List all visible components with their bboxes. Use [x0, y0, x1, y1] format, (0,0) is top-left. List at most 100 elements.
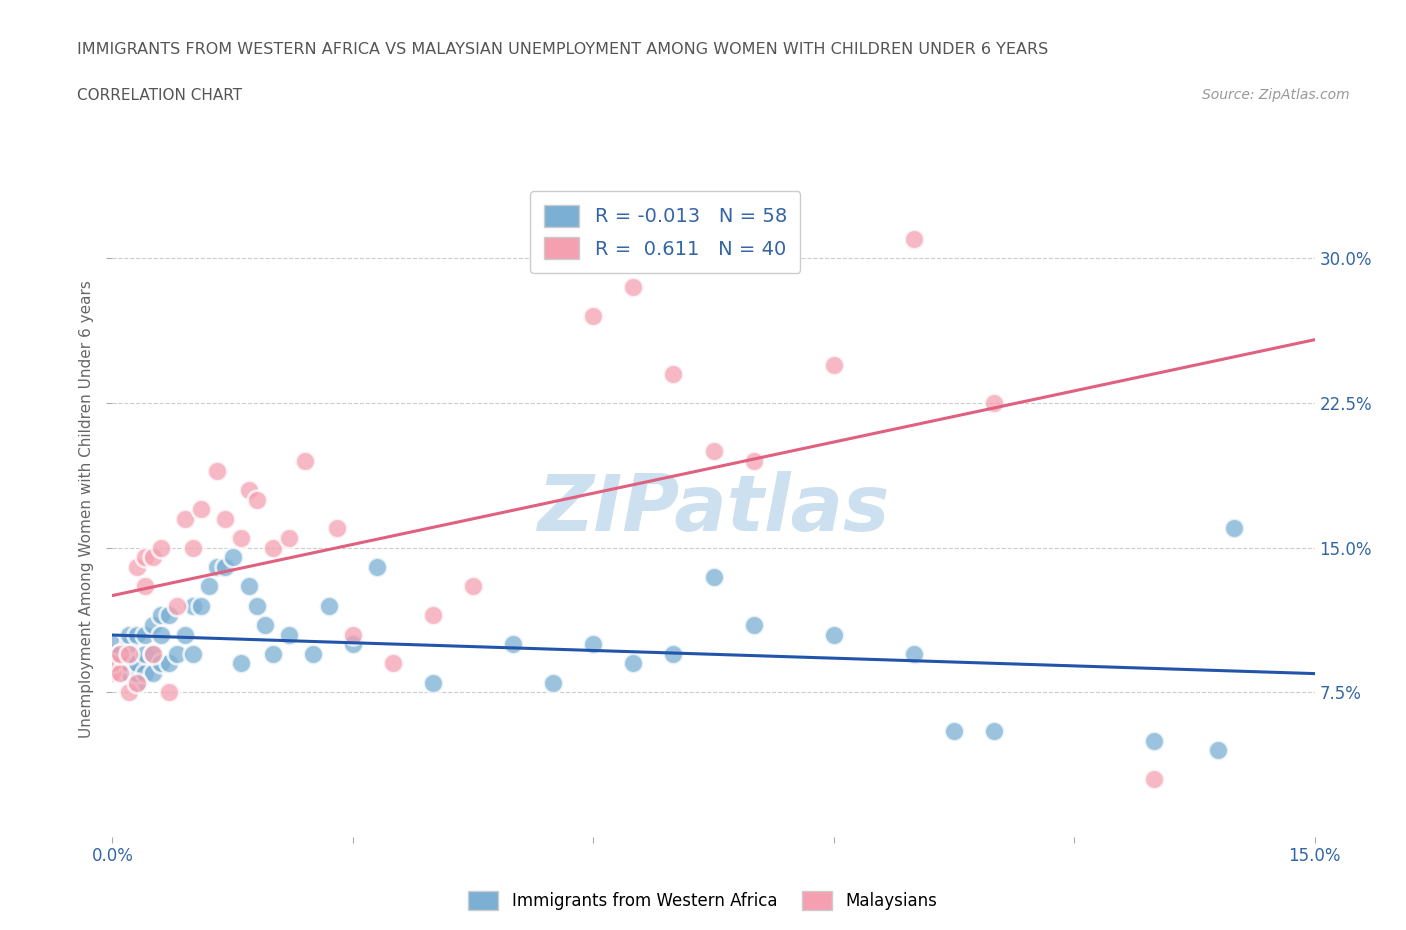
Point: [214, 512, 236, 526]
Text: ZIPatlas: ZIPatlas: [537, 472, 890, 547]
Point: [117, 646, 139, 661]
Point: [181, 598, 204, 613]
Point: [110, 646, 132, 661]
Point: [262, 540, 284, 555]
Point: [141, 550, 163, 565]
Legend: R = -0.013   N = 58, R =  0.611   N = 40: R = -0.013 N = 58, R = 0.611 N = 40: [530, 191, 800, 272]
Point: [903, 646, 925, 661]
Point: [621, 280, 644, 295]
Point: [326, 521, 349, 536]
Point: [141, 666, 163, 681]
Point: [101, 656, 124, 671]
Point: [502, 637, 524, 652]
Point: [823, 357, 845, 372]
Point: [229, 531, 252, 546]
Point: [983, 395, 1005, 410]
Point: [117, 684, 139, 699]
Point: [110, 646, 132, 661]
Point: [294, 454, 316, 469]
Point: [181, 540, 204, 555]
Point: [742, 618, 765, 632]
Point: [134, 666, 156, 681]
Legend: Immigrants from Western Africa, Malaysians: Immigrants from Western Africa, Malaysia…: [461, 884, 945, 917]
Point: [942, 724, 965, 738]
Y-axis label: Unemployment Among Women with Children Under 6 years: Unemployment Among Women with Children U…: [79, 280, 94, 738]
Point: [134, 550, 156, 565]
Point: [190, 598, 212, 613]
Point: [382, 656, 405, 671]
Point: [125, 675, 148, 690]
Point: [262, 646, 284, 661]
Point: [366, 560, 388, 575]
Point: [125, 656, 148, 671]
Point: [621, 656, 644, 671]
Point: [141, 646, 163, 661]
Point: [277, 627, 299, 642]
Point: [205, 463, 228, 478]
Point: [110, 656, 132, 671]
Point: [125, 627, 148, 642]
Point: [246, 598, 269, 613]
Point: [238, 483, 260, 498]
Point: [141, 646, 163, 661]
Point: [125, 675, 148, 690]
Point: [318, 598, 340, 613]
Point: [157, 684, 180, 699]
Point: [117, 656, 139, 671]
Point: [157, 656, 180, 671]
Point: [197, 578, 219, 593]
Point: [582, 309, 605, 324]
Point: [166, 598, 188, 613]
Point: [342, 637, 364, 652]
Point: [582, 637, 605, 652]
Point: [702, 569, 725, 584]
Point: [662, 366, 685, 381]
Point: [149, 627, 172, 642]
Point: [229, 656, 252, 671]
Point: [1143, 733, 1166, 748]
Point: [253, 618, 276, 632]
Point: [149, 608, 172, 623]
Point: [983, 724, 1005, 738]
Point: [110, 666, 132, 681]
Point: [110, 666, 132, 681]
Point: [141, 618, 163, 632]
Point: [214, 560, 236, 575]
Point: [190, 502, 212, 517]
Point: [342, 627, 364, 642]
Point: [134, 646, 156, 661]
Point: [205, 560, 228, 575]
Point: [422, 608, 444, 623]
Point: [702, 444, 725, 458]
Point: [823, 627, 845, 642]
Point: [903, 232, 925, 246]
Text: CORRELATION CHART: CORRELATION CHART: [77, 88, 242, 103]
Point: [461, 578, 484, 593]
Point: [125, 666, 148, 681]
Point: [117, 666, 139, 681]
Point: [742, 454, 765, 469]
Point: [149, 656, 172, 671]
Point: [1223, 521, 1246, 536]
Point: [134, 578, 156, 593]
Point: [101, 637, 124, 652]
Point: [149, 540, 172, 555]
Point: [238, 578, 260, 593]
Point: [181, 646, 204, 661]
Point: [302, 646, 325, 661]
Point: [173, 512, 195, 526]
Point: [422, 675, 444, 690]
Point: [246, 492, 269, 507]
Point: [1208, 743, 1230, 758]
Point: [117, 627, 139, 642]
Point: [543, 675, 565, 690]
Point: [166, 646, 188, 661]
Text: IMMIGRANTS FROM WESTERN AFRICA VS MALAYSIAN UNEMPLOYMENT AMONG WOMEN WITH CHILDR: IMMIGRANTS FROM WESTERN AFRICA VS MALAYS…: [77, 42, 1049, 57]
Point: [222, 550, 245, 565]
Point: [101, 666, 124, 681]
Point: [157, 608, 180, 623]
Point: [662, 646, 685, 661]
Point: [173, 627, 195, 642]
Point: [134, 627, 156, 642]
Point: [277, 531, 299, 546]
